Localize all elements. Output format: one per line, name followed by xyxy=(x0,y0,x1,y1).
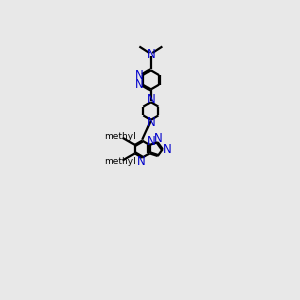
Text: N: N xyxy=(134,78,143,91)
Text: methyl: methyl xyxy=(103,133,135,142)
Text: N: N xyxy=(146,48,155,61)
Text: N: N xyxy=(147,135,156,148)
Text: N: N xyxy=(137,155,146,168)
Text: N: N xyxy=(146,93,155,106)
Text: methyl: methyl xyxy=(103,157,135,166)
Text: N: N xyxy=(163,142,172,156)
Text: N: N xyxy=(146,116,155,129)
Text: N: N xyxy=(134,69,143,82)
Text: N: N xyxy=(154,132,163,145)
